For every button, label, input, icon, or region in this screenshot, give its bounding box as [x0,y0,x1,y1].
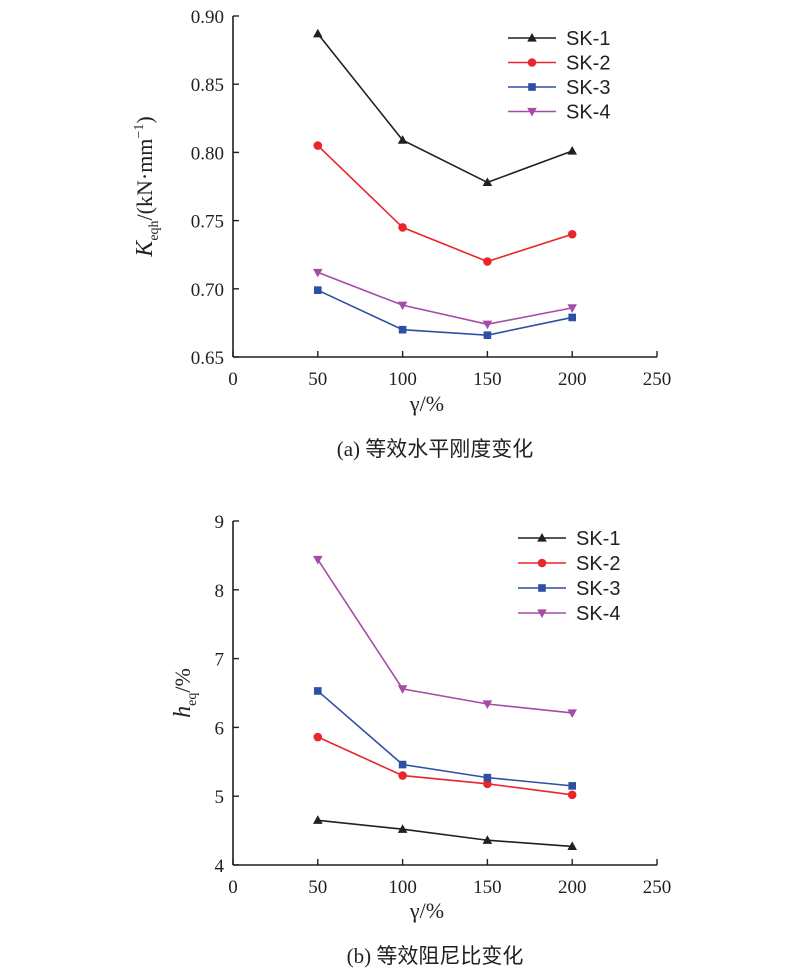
y-tick-label: 0.85 [191,75,224,96]
legend-marker-sk-2 [537,558,547,568]
data-point-sk-1 [397,135,408,144]
x-tick-label: 100 [388,369,417,390]
legend-label-sk-4: SK-4 [576,603,620,625]
data-point-sk-3 [398,325,407,334]
series-line-sk-4 [317,559,573,714]
legend-marker-sk-3 [538,584,546,592]
series-line-sk-1 [317,33,573,184]
y-tick-label: 0.80 [191,143,224,164]
data-point-sk-1 [482,835,493,844]
chart-b: 4 5 6 7 8 9 0 50 100 150 200 250 SK-1 SK-2 SK-3 SK-4 γ/%… [170,512,671,968]
series-line-sk-3 [317,690,573,787]
data-point-sk-4 [313,555,323,565]
x-tick-label: 0 [228,369,238,390]
chart-caption: (b) 等效阻尼比变化 [347,944,524,968]
data-point-sk-3 [314,687,322,695]
data-point-sk-1 [482,177,493,187]
legend-label-sk-2: SK-2 [576,553,620,575]
data-point-sk-4 [397,685,408,694]
data-point-sk-1 [397,824,408,833]
y-tick-label: 6 [215,718,225,739]
x-tick-label: 150 [473,369,502,390]
x-tick-label: 250 [643,369,672,390]
x-tick-label: 150 [473,877,502,898]
chart-a: 0.65 0.70 0.75 0.80 0.85 0.90 0 50 100 150 200 250 S… [132,7,671,461]
x-tick-label: 200 [558,369,587,390]
series-line-sk-2 [317,736,573,796]
legend-label-sk-1: SK-1 [576,528,620,550]
y-axis-title-rest: /% [170,668,195,692]
data-point-sk-3 [568,313,576,322]
data-point-sk-4 [482,320,493,330]
data-point-sk-4 [567,304,577,313]
legend-marker-sk-4 [537,609,547,618]
series-line-sk-4 [317,271,573,326]
legend-marker-sk-4 [527,107,537,117]
data-point-sk-1 [567,841,577,851]
legend-label-sk-4: SK-4 [566,102,610,124]
data-point-sk-2 [567,790,577,800]
data-point-sk-2 [483,779,492,789]
y-axis-title-main: K [132,239,158,258]
y-axis-title-close: ) [132,116,157,123]
legend: SK-1 SK-2SK-3 SK-4 [508,28,610,124]
data-point-sk-3 [483,773,492,782]
x-tick-label: 250 [643,877,672,898]
data-point-sk-2 [398,771,407,780]
x-tick-label: 200 [558,877,587,898]
legend-label-sk-3: SK-3 [576,578,620,600]
legend-label-sk-2: SK-2 [566,53,610,75]
y-tick-label: 5 [215,787,225,808]
y-tick-label: 0.65 [191,348,224,369]
legend-marker-sk-2 [527,58,537,67]
data-point-sk-3 [483,331,492,339]
x-tick-label: 100 [388,877,417,898]
data-point-sk-2 [313,732,323,742]
data-point-sk-4 [567,709,577,718]
data-point-sk-3 [398,760,407,769]
data-point-sk-2 [483,257,492,266]
legend-label-sk-3: SK-3 [566,77,610,99]
x-tick-label: 50 [308,369,327,390]
x-axis-title: γ/% [409,898,444,923]
data-point-sk-4 [397,301,408,311]
x-tick-label: 50 [308,877,327,898]
legend-marker-sk-3 [528,83,536,91]
y-tick-label: 7 [215,650,225,671]
y-axis-title: Keqh/(kN·mm−1) [132,116,162,257]
data-point-sk-1 [567,146,577,155]
series-line-sk-3 [317,289,573,336]
data-point-sk-2 [398,223,407,232]
y-tick-label: 0.75 [191,212,224,233]
legend-label-sk-1: SK-1 [566,28,610,50]
data-point-sk-4 [482,700,493,710]
y-tick-label: 9 [215,512,225,533]
y-axis-title-main: h [170,706,196,718]
y-axis-title: heq/% [170,668,200,718]
y-axis-title-rest: /(kN·mm [132,139,157,221]
data-point-sk-1 [313,815,323,824]
x-tick-label: 0 [228,877,238,898]
y-tick-label: 0.90 [191,7,224,28]
series-line-sk-1 [317,819,573,848]
y-tick-label: 4 [215,856,225,877]
y-tick-label: 8 [215,581,225,602]
y-tick-label: 0.70 [191,280,224,301]
chart-caption: (a) 等效水平刚度变化 [337,437,534,461]
series-line-sk-2 [317,145,573,263]
y-axis-title-sub: eq [185,693,200,706]
x-axis-title: γ/% [409,391,444,416]
data-point-sk-2 [313,141,323,150]
y-axis-title-sup: −1 [132,124,147,139]
data-point-sk-3 [568,782,576,790]
y-axis-title-sub: eqh [147,220,162,240]
legend-marker-sk-1 [527,33,537,42]
legend-marker-sk-1 [537,533,547,542]
data-point-sk-2 [567,229,577,239]
legend: SK-1 SK-2 SK-3 SK-4 [518,528,620,625]
data-point-sk-3 [314,286,322,294]
data-point-sk-4 [313,268,323,278]
data-point-sk-1 [313,28,323,38]
